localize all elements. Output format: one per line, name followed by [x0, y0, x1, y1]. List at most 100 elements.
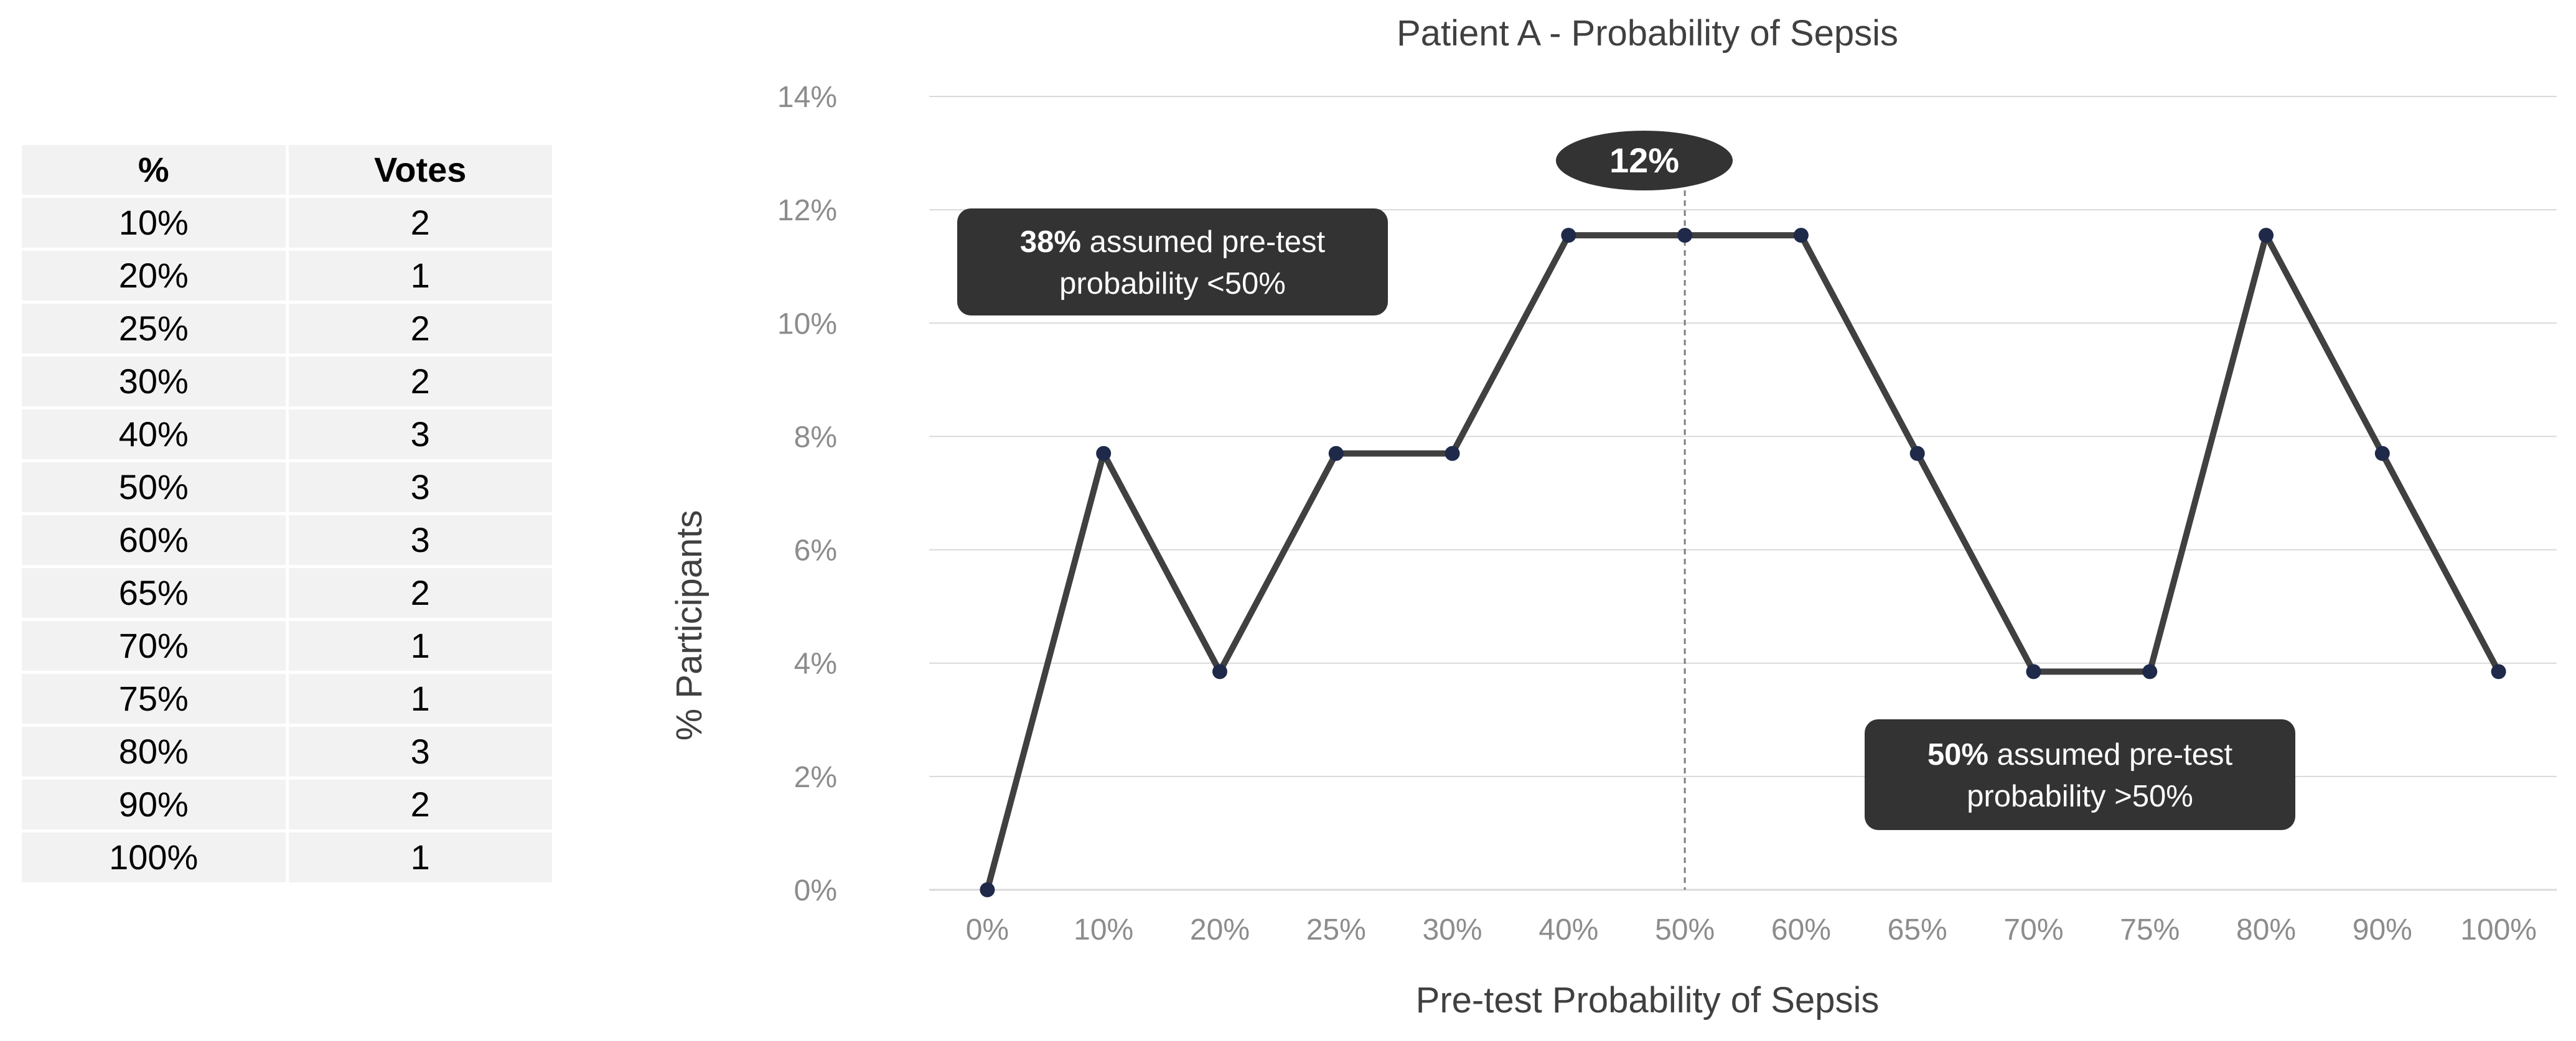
cell-votes: 2	[285, 301, 555, 357]
x-tick-label: 30%	[1422, 913, 1482, 946]
table-row: 10% 2	[19, 195, 555, 251]
x-axis-label: Pre-test Probability of Sepsis	[1416, 980, 1880, 1020]
right-callout-line2: probability >50%	[1967, 780, 2193, 813]
data-point	[980, 882, 995, 897]
table-row: 40% 3	[19, 406, 555, 462]
x-tick-label: 75%	[2120, 913, 2180, 946]
cell-percent: 10%	[19, 195, 289, 251]
x-tick-label: 100%	[2460, 913, 2537, 946]
cell-votes: 2	[285, 777, 555, 833]
y-tick-label: 0%	[794, 874, 837, 907]
y-tick-label: 8%	[794, 421, 837, 454]
x-tick-label: 50%	[1655, 913, 1715, 946]
data-point	[2142, 664, 2158, 679]
cell-votes: 2	[285, 353, 555, 409]
x-tick-label: 80%	[2236, 913, 2296, 946]
x-tick-label: 70%	[2003, 913, 2063, 946]
votes-table: % Votes 10% 2 20% 1 25% 2 30% 2 40% 3 50% 3 60% 3 65% 2…	[19, 142, 555, 885]
y-tick-label: 6%	[794, 535, 837, 567]
cell-percent: 65%	[19, 565, 289, 621]
table-row: 30% 2	[19, 353, 555, 409]
cell-percent: 90%	[19, 777, 289, 833]
table-row: 80% 3	[19, 724, 555, 780]
data-point	[1561, 228, 1576, 243]
x-tick-label: 0%	[966, 913, 1009, 946]
cell-votes: 1	[285, 618, 555, 674]
table-row: 65% 2	[19, 565, 555, 621]
data-point	[2259, 228, 2274, 243]
left-callout-text1: assumed pre-test	[1090, 225, 1326, 259]
table-row: 20% 1	[19, 248, 555, 304]
left-callout-line1: 38% assumed pre-test	[1020, 225, 1326, 259]
data-point	[1909, 446, 1925, 461]
cell-percent: 20%	[19, 248, 289, 304]
right-callout: 50% assumed pre-test probability >50%	[1865, 719, 2295, 830]
cell-percent: 30%	[19, 353, 289, 409]
left-callout: 38% assumed pre-test probability <50%	[957, 208, 1388, 315]
series-line	[984, 232, 2502, 891]
y-tick-label: 2%	[794, 761, 837, 794]
cell-votes: 3	[285, 512, 555, 568]
y-tick-label: 12%	[777, 194, 837, 227]
data-point	[1328, 446, 1344, 461]
median-bubble-label: 12%	[1609, 141, 1679, 180]
cell-votes: 3	[285, 459, 555, 515]
chart-title: Patient A - Probability of Sepsis	[1397, 13, 1898, 54]
data-point	[1793, 228, 1809, 243]
x-tick-labels: 0% 10% 20% 25% 30% 40% 50% 60% 65% 70% 75% 80% 90% 10…	[966, 913, 2537, 946]
y-tick-label: 10%	[777, 307, 837, 340]
median-bubble: 12%	[1556, 131, 1733, 190]
right-callout-bold: 50%	[1927, 738, 1988, 772]
left-callout-box	[957, 208, 1388, 315]
x-tick-label: 40%	[1539, 913, 1598, 946]
data-point	[1677, 228, 1693, 243]
table-row: 25% 2	[19, 301, 555, 357]
x-tick-label: 25%	[1306, 913, 1366, 946]
median-bubble-shape	[1556, 131, 1733, 190]
right-callout-text1: assumed pre-test	[1997, 738, 2233, 772]
table-row: 75% 1	[19, 671, 555, 727]
table-row: 100% 1	[19, 829, 555, 885]
x-tick-label: 60%	[1771, 913, 1831, 946]
cell-votes: 3	[285, 406, 555, 462]
cell-percent: 70%	[19, 618, 289, 674]
data-point	[2374, 446, 2390, 461]
table-row: 60% 3	[19, 512, 555, 568]
x-tick-label: 10%	[1074, 913, 1133, 946]
y-tick-labels: 0% 2% 4% 6% 8% 10% 12% 14%	[777, 81, 837, 907]
y-tick-label: 14%	[777, 81, 837, 114]
cell-percent: 25%	[19, 301, 289, 357]
data-point	[2491, 664, 2506, 679]
y-tick-label: 4%	[794, 648, 837, 681]
cell-percent: 60%	[19, 512, 289, 568]
left-callout-bold: 38%	[1020, 225, 1081, 259]
cell-votes: 2	[285, 565, 555, 621]
cell-votes: 2	[285, 195, 555, 251]
cell-percent: 80%	[19, 724, 289, 780]
cell-votes: 3	[285, 724, 555, 780]
data-points	[980, 228, 2506, 897]
table-row: 70% 1	[19, 618, 555, 674]
left-callout-line2: probability <50%	[1059, 267, 1286, 301]
x-tick-label: 90%	[2353, 913, 2412, 946]
x-tick-label: 20%	[1190, 913, 1250, 946]
cell-percent: 100%	[19, 829, 289, 885]
data-point	[1096, 446, 1112, 461]
table-row: 90% 2	[19, 777, 555, 833]
cell-votes: 1	[285, 671, 555, 727]
header-percent: %	[19, 142, 289, 198]
data-point	[1212, 664, 1227, 679]
table-header-row: % Votes	[19, 142, 555, 198]
y-axis-label: % Participants	[669, 510, 710, 741]
header-votes: Votes	[285, 142, 555, 198]
x-tick-label: 65%	[1888, 913, 1947, 946]
data-point	[1445, 446, 1460, 461]
cell-votes: 1	[285, 829, 555, 885]
right-callout-line1: 50% assumed pre-test	[1927, 738, 2233, 772]
cell-percent: 75%	[19, 671, 289, 727]
cell-votes: 1	[285, 248, 555, 304]
cell-percent: 50%	[19, 459, 289, 515]
data-point	[2026, 664, 2041, 679]
cell-percent: 40%	[19, 406, 289, 462]
